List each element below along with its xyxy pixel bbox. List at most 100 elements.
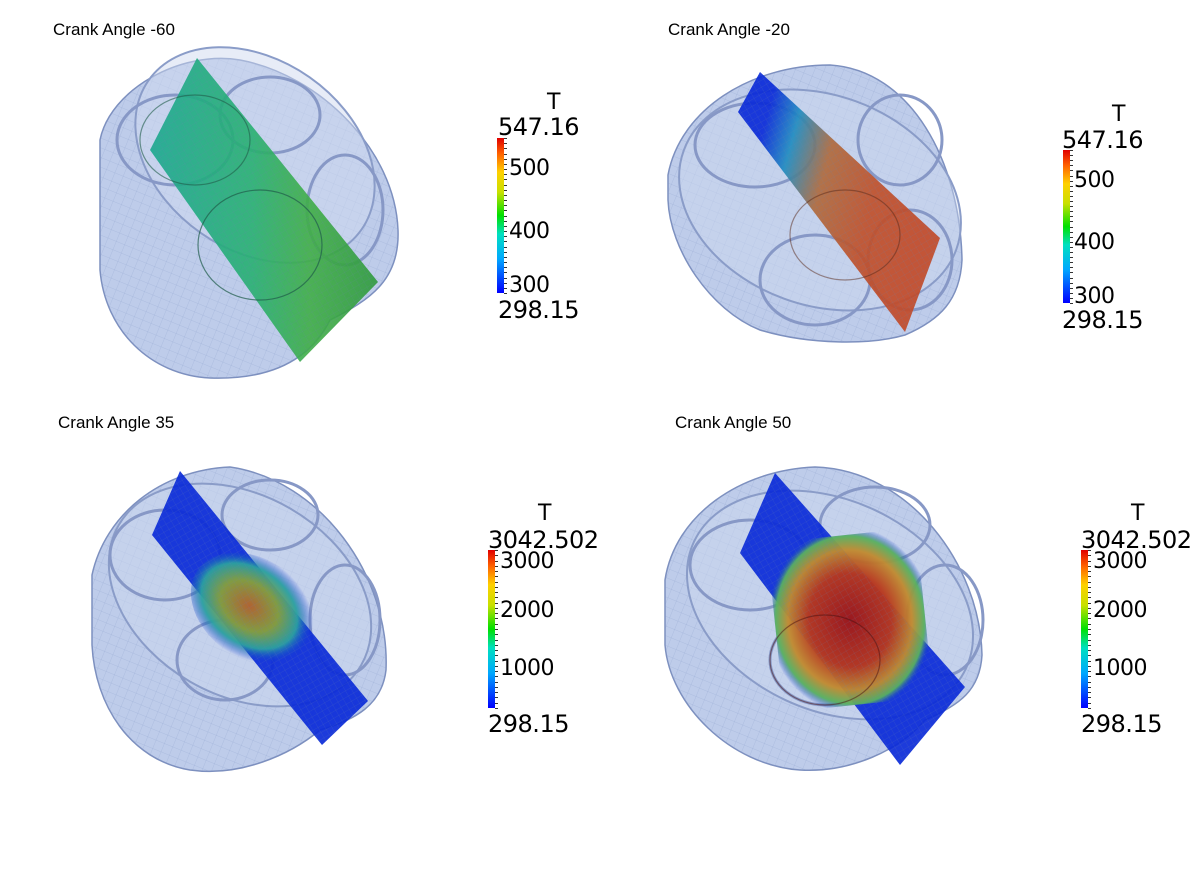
colorbar (1063, 150, 1070, 303)
colorbar-minor-tick (1088, 555, 1091, 557)
colorbar-minor-tick (1070, 180, 1073, 182)
colorbar-tick-label: 500 (509, 156, 550, 181)
colorbar-minor-tick (495, 665, 498, 667)
colorbar-minor-tick (504, 225, 507, 227)
panel-crank-angle-neg20: Crank Angle -20 T 547.16 500 400 300 298… (600, 0, 1200, 420)
colorbar-minor-tick (1088, 602, 1091, 604)
colorbar-minor-tick (1088, 650, 1091, 652)
colorbar-minor-tick (495, 644, 498, 646)
cylinder-render (91, 466, 387, 773)
colorbar-tick-label: 300 (509, 273, 550, 298)
colorbar-tick-label: 500 (1074, 168, 1115, 193)
colorbar-minor-tick (1070, 246, 1073, 248)
colorbar-minor-tick (495, 560, 498, 562)
colorbar-minor-tick (1088, 623, 1091, 625)
colorbar-minor-tick (1088, 681, 1091, 683)
colorbar-minor-tick (504, 174, 507, 176)
colorbar-minor-tick (495, 639, 498, 641)
colorbar-min-label: 298.15 (498, 296, 579, 324)
colorbar-minor-tick (1070, 262, 1073, 264)
colorbar (488, 550, 495, 708)
colorbar-minor-tick (504, 179, 507, 181)
colorbar-minor-tick (1070, 185, 1073, 187)
colorbar-minor-tick (495, 550, 498, 551)
colorbar-minor-tick (1070, 257, 1073, 259)
colorbar-minor-tick (495, 623, 498, 625)
colorbar-minor-tick (504, 231, 507, 232)
colorbar-minor-tick (504, 215, 507, 217)
colorbar-minor-tick (1088, 571, 1091, 573)
colorbar-minor-tick (1070, 195, 1073, 197)
colorbar-minor-tick (495, 702, 498, 704)
colorbar-minor-tick (495, 586, 498, 588)
colorbar-minor-tick (1070, 190, 1073, 192)
colorbar-minor-tick (495, 655, 498, 657)
colorbar-minor-tick (1088, 581, 1091, 583)
colorbar-title: T (1112, 102, 1126, 127)
colorbar-minor-tick (495, 602, 498, 604)
colorbar-minor-tick (1070, 303, 1073, 304)
colorbar-minor-tick (1088, 655, 1091, 657)
colorbar-minor-tick (495, 613, 498, 615)
colorbar-minor-tick (1088, 607, 1091, 609)
colorbar-minor-tick (1088, 592, 1091, 594)
colorbar-minor-tick (1088, 671, 1091, 673)
colorbar-minor-tick (495, 592, 498, 594)
colorbar-minor-tick (495, 555, 498, 557)
colorbar-minor-tick (504, 158, 507, 160)
colorbar-minor-tick (504, 287, 507, 289)
colorbar-tick-label: 400 (509, 219, 550, 244)
colorbar-min-label: 298.15 (488, 710, 569, 738)
colorbar-minor-tick (1070, 211, 1073, 213)
colorbar-minor-tick (504, 169, 507, 170)
panel-title: Crank Angle 50 (675, 413, 792, 432)
colorbar-minor-tick (504, 267, 507, 269)
colorbar-minor-tick (504, 262, 507, 263)
colorbar-minor-tick (495, 571, 498, 573)
panel-crank-angle-50: Crank Angle 50 T 3042.502 3000 2000 1000… (600, 405, 1200, 825)
colorbar-minor-tick (495, 697, 498, 699)
colorbar-minor-tick (495, 708, 498, 709)
colorbar-minor-tick (495, 634, 498, 636)
colorbar-tick-label: 2000 (500, 598, 555, 623)
panel-title: Crank Angle -60 (53, 20, 175, 39)
colorbar-minor-tick (1088, 702, 1091, 704)
colorbar-minor-tick (1070, 277, 1073, 279)
colorbar-min-label: 298.15 (1062, 306, 1143, 334)
colorbar-minor-tick (495, 676, 498, 678)
colorbar-minor-tick (1088, 629, 1091, 630)
colorbar-minor-tick (1088, 618, 1091, 620)
colorbar-minor-tick (504, 277, 507, 279)
colorbar (497, 138, 504, 293)
panel-crank-angle-35: Crank Angle 35 T 3042.502 3000 2000 1000… (0, 405, 600, 825)
colorbar-minor-tick (1070, 297, 1073, 299)
colorbar-minor-tick (495, 581, 498, 583)
colorbar-title: T (538, 501, 552, 526)
colorbar-minor-tick (1070, 150, 1073, 151)
colorbar-minor-tick (504, 200, 507, 201)
colorbar-minor-tick (1070, 292, 1073, 294)
colorbar-minor-tick (1088, 676, 1091, 678)
colorbar-minor-tick (1088, 613, 1091, 615)
colorbar-minor-tick (1070, 221, 1073, 223)
colorbar-minor-tick (1088, 597, 1091, 599)
colorbar-minor-tick (495, 565, 498, 567)
colorbar-tick-label: 400 (1074, 230, 1115, 255)
colorbar-minor-tick (495, 681, 498, 683)
colorbar-minor-tick (1088, 560, 1091, 562)
cylinder-render (667, 64, 963, 343)
colorbar-minor-tick (1088, 639, 1091, 641)
colorbar-minor-tick (495, 660, 498, 662)
colorbar-minor-tick (504, 184, 507, 186)
colorbar-minor-tick (1070, 160, 1073, 162)
colorbar-minor-tick (1070, 216, 1073, 218)
colorbar-minor-tick (504, 143, 507, 145)
colorbar-minor-tick (495, 597, 498, 599)
colorbar-minor-tick (1070, 201, 1073, 202)
colorbar-minor-tick (1070, 241, 1073, 243)
colorbar-minor-tick (504, 205, 507, 207)
colorbar-tick-label: 1000 (1093, 656, 1148, 681)
colorbar-max-label: 3042.502 (488, 526, 599, 554)
colorbar-minor-tick (495, 629, 498, 630)
colorbar-minor-tick (504, 241, 507, 243)
